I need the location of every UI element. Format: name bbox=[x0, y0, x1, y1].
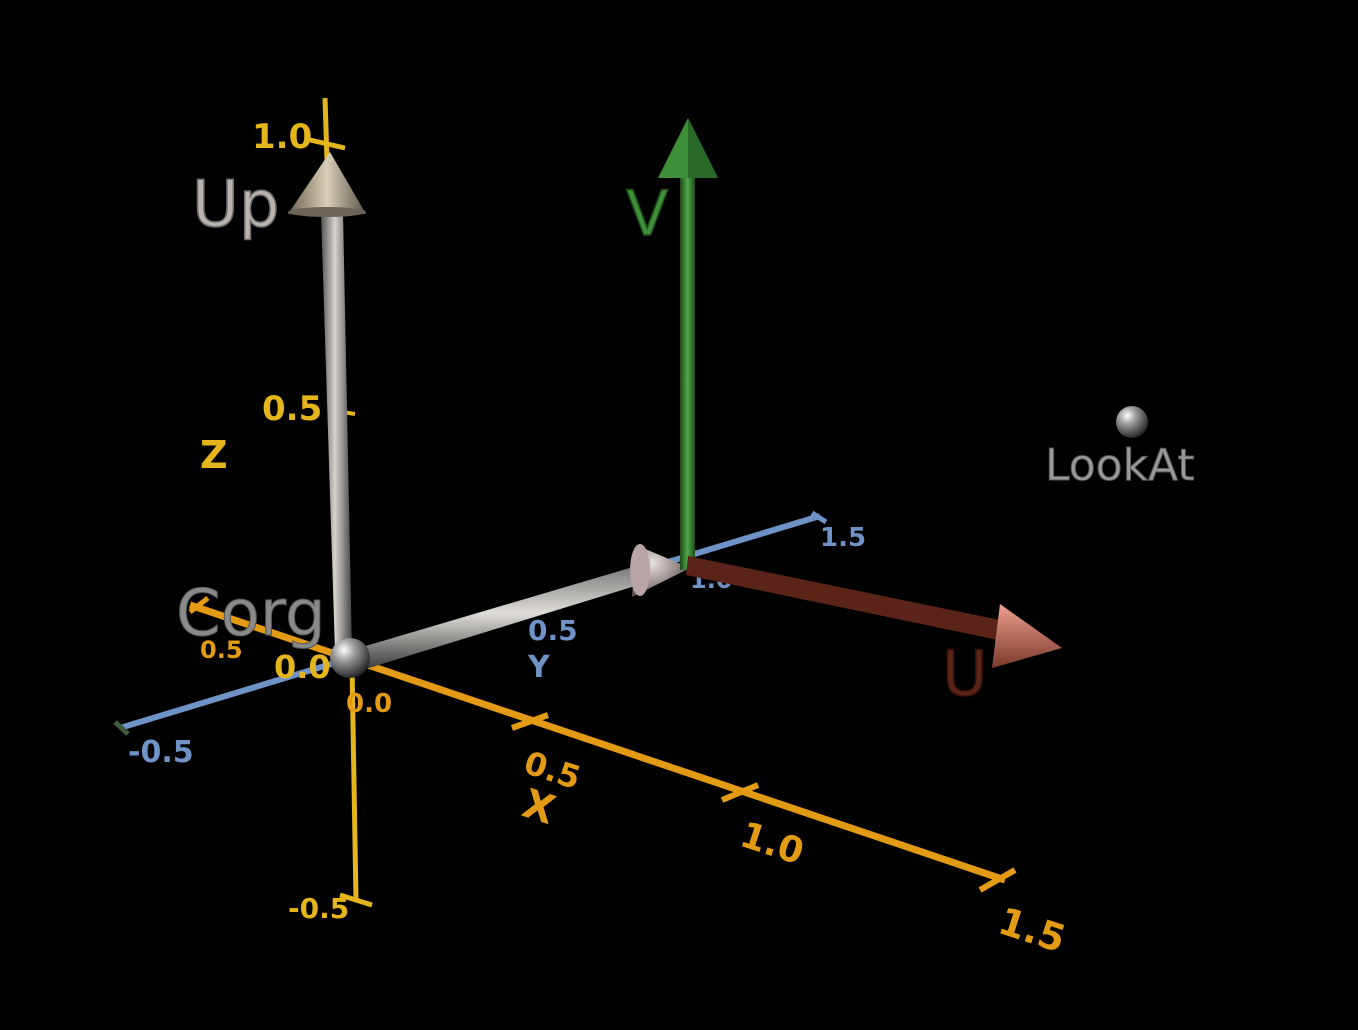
z-tick-label-neg: -0.5 bbox=[288, 892, 349, 925]
x-tick-label-1.0: 1.0 bbox=[735, 815, 808, 874]
lookat-point: LookAt bbox=[1045, 406, 1195, 492]
z-axis-line-upper bbox=[322, 97, 330, 161]
up-arrowhead bbox=[288, 152, 366, 214]
z-axis: 1.0 0.5 -0.5 Z 0.0 0.0 bbox=[200, 97, 392, 925]
x-tick-label-neg: 0.5 bbox=[200, 636, 243, 664]
u-shaft bbox=[686, 556, 1000, 640]
x-tick-label-1.5: 1.5 bbox=[993, 899, 1071, 962]
lookat-sphere bbox=[1116, 406, 1148, 438]
z-axis-line-lower bbox=[349, 664, 359, 901]
look-direction-rod bbox=[352, 544, 690, 672]
up-vector: Up bbox=[191, 152, 366, 652]
v-label: V bbox=[626, 177, 668, 250]
z-tick-label-1.0: 1.0 bbox=[252, 117, 312, 157]
u-label: U bbox=[942, 637, 987, 710]
z-tick-label-0.5: 0.5 bbox=[262, 389, 322, 429]
u-arrowhead bbox=[992, 604, 1062, 668]
y-tick-label-neg: -0.5 bbox=[128, 735, 194, 770]
y-tick-end bbox=[810, 510, 828, 525]
z-tick-neg bbox=[339, 892, 373, 908]
x-tick-0.5 bbox=[510, 712, 550, 731]
x-tick-neg bbox=[188, 596, 210, 614]
look-rod bbox=[352, 565, 648, 672]
u-vector: U bbox=[686, 556, 1062, 711]
x-tick-1.0 bbox=[720, 782, 760, 803]
x-tick-1.5 bbox=[978, 867, 1017, 893]
y-axis-name: Y bbox=[527, 650, 551, 685]
y-tick-label-1.5: 1.5 bbox=[820, 523, 866, 553]
up-label: Up bbox=[192, 168, 279, 242]
z-tick-1.0 bbox=[309, 137, 346, 151]
z-axis-name: Z bbox=[200, 433, 228, 477]
up-arrowhead-base bbox=[288, 207, 366, 217]
v-vector: V bbox=[625, 118, 718, 570]
x-axis-line bbox=[188, 601, 1007, 884]
look-rod-cone-base bbox=[630, 544, 650, 596]
v-shaft bbox=[680, 175, 695, 570]
origin-label-x: 0.0 bbox=[346, 689, 392, 719]
lookat-label: LookAt bbox=[1045, 440, 1195, 491]
y-tick-neg bbox=[113, 720, 130, 736]
origin-sphere bbox=[330, 638, 370, 678]
y-tick-label-0.5: 0.5 bbox=[528, 614, 578, 647]
x-axis-name: X bbox=[517, 781, 561, 834]
up-shaft bbox=[321, 212, 352, 652]
v-arrowhead-shade bbox=[688, 118, 718, 178]
origin-label-z: 0.0 bbox=[274, 648, 331, 686]
corg-label: Corg bbox=[176, 577, 326, 651]
